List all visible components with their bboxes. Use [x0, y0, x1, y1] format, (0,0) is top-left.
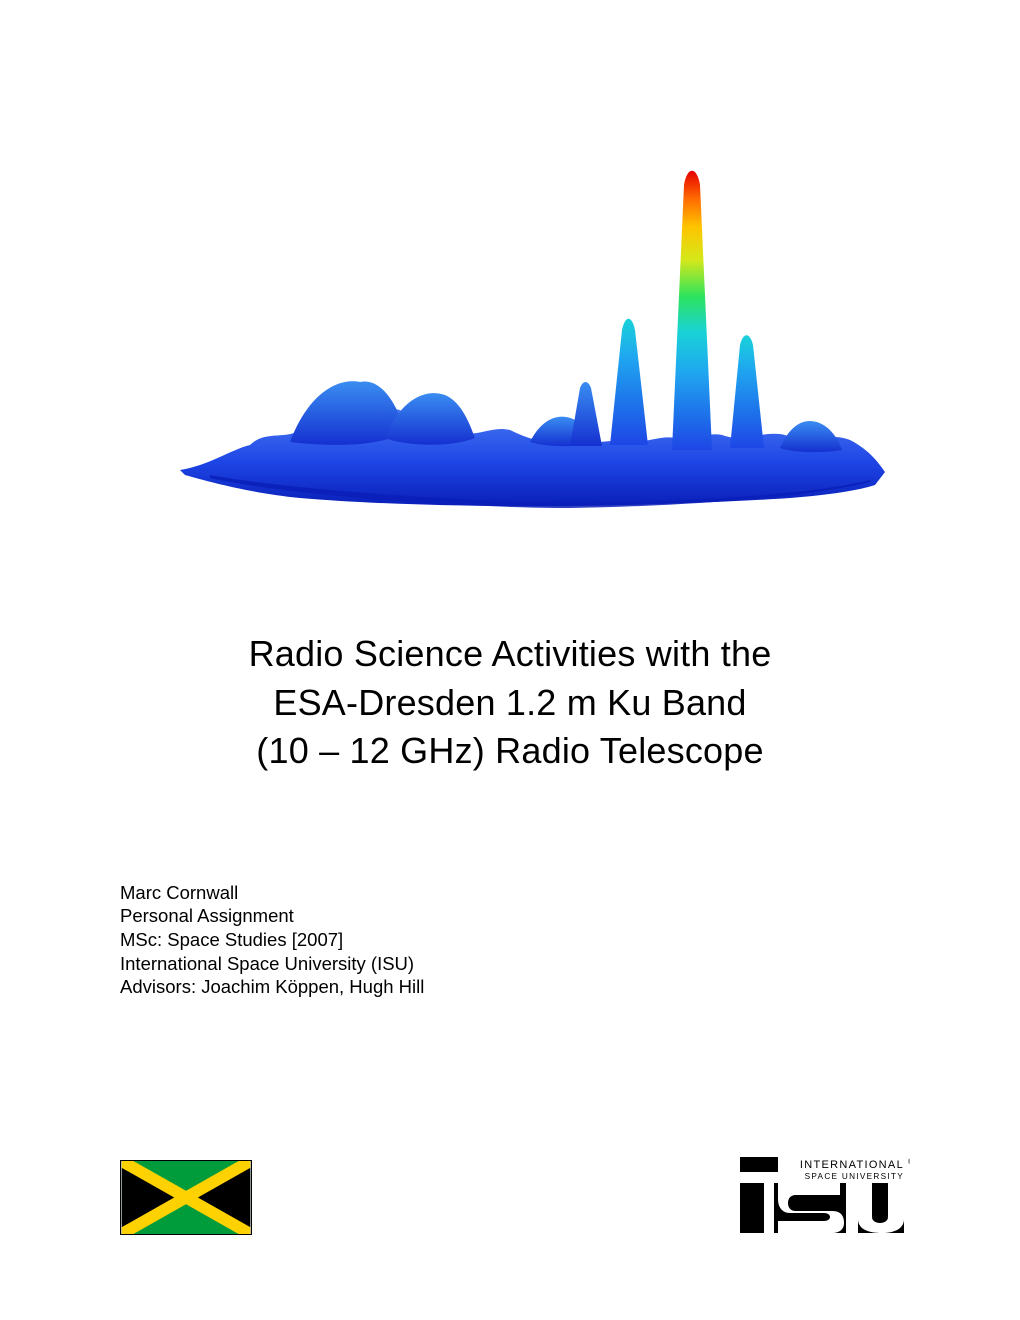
isu-logo-svg: INTERNATIONAL ® SPACE UNIVERSITY [740, 1157, 910, 1235]
program-line: MSc: Space Studies [2007] [120, 928, 900, 952]
isu-text-space-university: SPACE UNIVERSITY [805, 1172, 904, 1181]
isu-logo: INTERNATIONAL ® SPACE UNIVERSITY [740, 1157, 910, 1235]
document-page: Radio Science Activities with the ESA-Dr… [0, 0, 1020, 1320]
isu-letters [740, 1183, 904, 1233]
isu-registered-mark: ® [908, 1158, 910, 1166]
isu-text-international: INTERNATIONAL [800, 1159, 904, 1171]
secondary-peak-left [610, 319, 648, 445]
low-ridge-left2 [385, 393, 475, 445]
footer-logos: INTERNATIONAL ® SPACE UNIVERSITY [120, 1157, 910, 1235]
surface-plot-svg [170, 130, 890, 510]
main-peak [672, 171, 712, 450]
title-line-3: (10 – 12 GHz) Radio Telescope [256, 730, 763, 771]
title-line-1: Radio Science Activities with the [249, 633, 772, 674]
title-line-2: ESA-Dresden 1.2 m Ku Band [273, 682, 746, 723]
low-ridge-right [780, 421, 842, 452]
secondary-peak-right [730, 335, 764, 448]
author-info-block: Marc Cornwall Personal Assignment MSc: S… [120, 881, 900, 999]
institution-line: International Space University (ISU) [120, 952, 900, 976]
advisors-line: Advisors: Joachim Köppen, Hugh Hill [120, 975, 900, 999]
assignment-type: Personal Assignment [120, 904, 900, 928]
secondary-peak-small [570, 382, 602, 446]
jamaica-flag-icon [120, 1160, 252, 1235]
author-name: Marc Cornwall [120, 881, 900, 905]
document-title: Radio Science Activities with the ESA-Dr… [120, 630, 900, 776]
radio-intensity-surface-figure [170, 130, 890, 510]
surface-base [180, 408, 885, 506]
